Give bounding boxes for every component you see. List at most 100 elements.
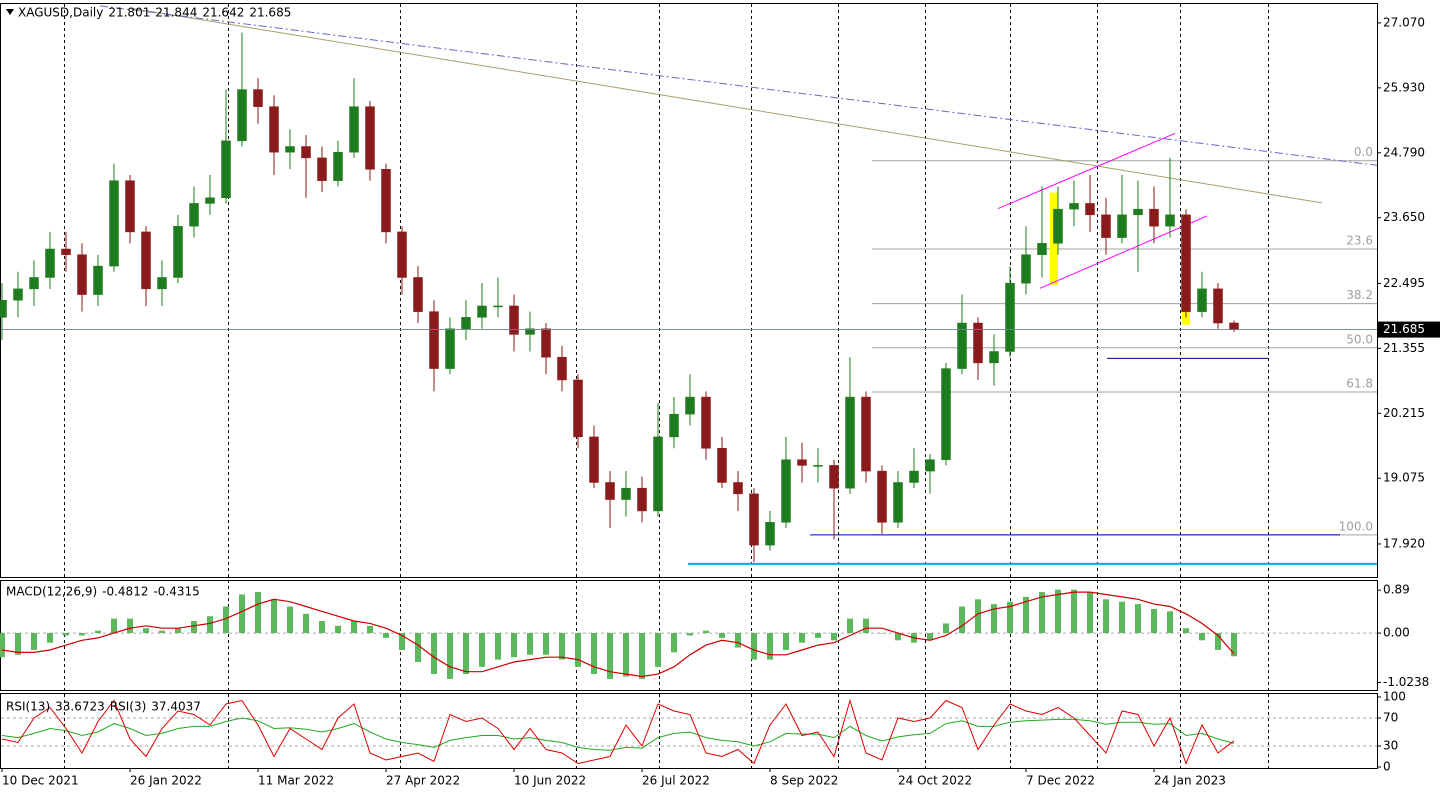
macd-bar (815, 633, 821, 638)
candle-body (829, 465, 839, 489)
candle-body (973, 322, 983, 364)
candle-body (589, 436, 599, 483)
candle-body (1069, 203, 1079, 210)
macd-bar (975, 599, 981, 634)
macd-bar (95, 630, 101, 634)
candle-body (1053, 208, 1063, 244)
macd-bar (623, 633, 629, 677)
x-tick-label: 26 Jul 2022 (642, 774, 710, 788)
x-tick-label: 27 Apr 2022 (386, 774, 460, 788)
x-tick-label: 7 Dec 2022 (1026, 774, 1095, 788)
macd-bar (191, 621, 197, 634)
trend-line (129, 7, 1323, 204)
fib-label: 38.2 (1346, 288, 1373, 302)
macd-bar (879, 633, 885, 634)
candle-body (957, 322, 967, 369)
macd-bar (1119, 601, 1125, 634)
candle-body (0, 300, 7, 318)
macd-bar (367, 625, 373, 634)
candle-body (157, 277, 167, 290)
fib-label: 50.0 (1346, 332, 1373, 346)
candle-body (61, 248, 71, 255)
candle-body (893, 482, 903, 523)
candle-body (1197, 288, 1207, 312)
macd-bar (1135, 604, 1141, 634)
x-tick-label: 8 Sep 2022 (770, 774, 838, 788)
macd-bar (687, 633, 693, 636)
macd-bar (175, 628, 181, 634)
candle-body (909, 470, 919, 483)
macd-bar (15, 633, 21, 655)
macd-bar (559, 633, 565, 660)
candle-body (749, 493, 759, 546)
trend-line (997, 132, 1176, 210)
candle-body (797, 459, 807, 466)
pane-title: XAGUSD,Daily (18, 6, 103, 20)
y-tick-label: 0.00 (1383, 626, 1410, 640)
trend-line (1039, 215, 1208, 289)
y-tick-label: 17.920 (1383, 536, 1425, 550)
pane-label: -0.4315 (153, 585, 199, 599)
candle-body (429, 311, 439, 369)
candle-body (237, 89, 247, 142)
candle-body (733, 482, 743, 495)
macd-bar (303, 613, 309, 634)
candle-body (1085, 203, 1095, 216)
x-tick-label: 24 Jan 2023 (1154, 774, 1226, 788)
macd-bar (143, 628, 149, 634)
macd-bar (991, 604, 997, 634)
candle-body (445, 328, 455, 369)
macd-bar (959, 606, 965, 634)
macd-bar (463, 633, 469, 675)
candle-body (1037, 243, 1047, 255)
last-price-label: 21.685 (1383, 322, 1425, 336)
candle-body (877, 470, 887, 523)
candle-body (461, 317, 471, 329)
pane-label: RSI(13) (6, 700, 50, 714)
candle-body (333, 151, 343, 181)
macd-bar (239, 594, 245, 634)
candle-body (1133, 208, 1143, 216)
macd-bar (767, 633, 773, 660)
macd-bar (127, 618, 133, 634)
candle-body (1101, 214, 1111, 238)
y-tick-label: 30 (1383, 739, 1398, 753)
candle-body (717, 448, 727, 483)
candle-body (189, 203, 199, 227)
macd-bar (159, 630, 165, 634)
candle-body (45, 248, 55, 278)
macd-bar (1231, 633, 1237, 657)
candle-body (1005, 282, 1015, 352)
fib-label: 0.0 (1354, 145, 1373, 159)
macd-bar (719, 633, 725, 638)
macd-bar (0, 633, 5, 658)
macd-bar (527, 633, 533, 655)
candle-body (381, 169, 391, 233)
macd-bar (415, 633, 421, 663)
series-line (1, 698, 1235, 765)
rsi-pane (0, 693, 1378, 769)
y-tick-label: 24.790 (1383, 145, 1425, 159)
candle-body (941, 368, 951, 460)
macd-bar (1183, 628, 1189, 634)
fib-label: 61.8 (1346, 376, 1373, 390)
macd-bar (1023, 596, 1029, 634)
x-tick-label: 11 Mar 2022 (258, 774, 334, 788)
macd-bar (1103, 599, 1109, 634)
macd-bar (1199, 633, 1205, 641)
candle-body (269, 106, 279, 153)
macd-bar (895, 633, 901, 641)
macd-bar (1007, 601, 1013, 634)
y-tick-label: 0 (1383, 760, 1391, 774)
main-pane (0, 3, 1378, 578)
y-tick-label: 27.070 (1383, 15, 1425, 29)
symbol-menu-icon[interactable] (6, 9, 14, 15)
candle-body (173, 225, 183, 278)
y-tick-label: 20.215 (1383, 406, 1425, 420)
candle-body (413, 277, 423, 312)
macd-bar (47, 633, 53, 643)
pane-value: 21.642 (202, 6, 244, 20)
candle-body (573, 379, 583, 438)
pane-label: -0.4812 (102, 585, 148, 599)
macd-bar (735, 633, 741, 648)
